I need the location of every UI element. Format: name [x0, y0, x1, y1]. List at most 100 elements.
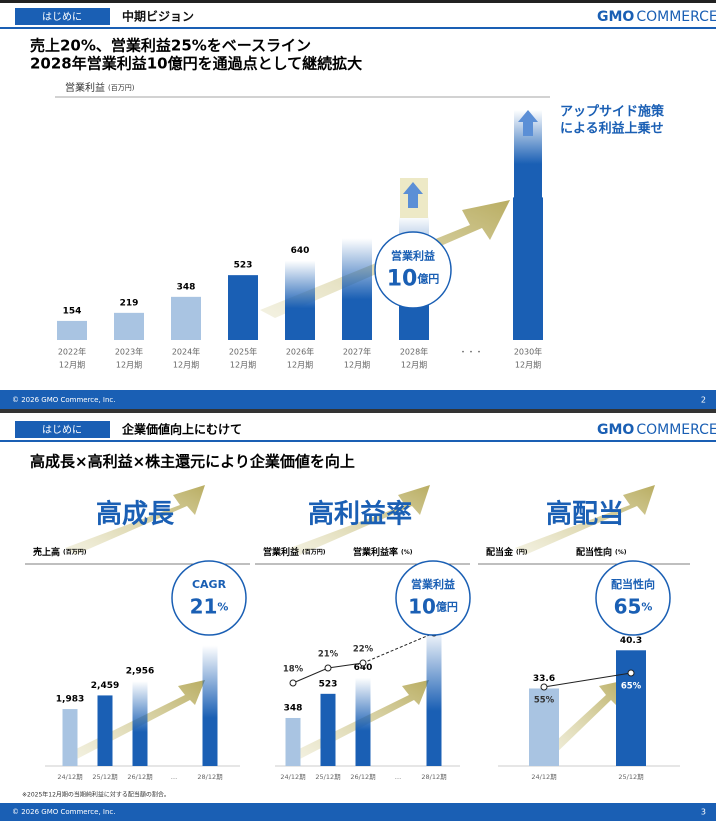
bar: [529, 688, 559, 766]
x-label: 28/12期: [197, 773, 223, 781]
bar: [62, 709, 78, 766]
bar: [342, 238, 372, 340]
x-label: 12月期: [173, 361, 199, 370]
panel-label: 配当金 (円): [486, 546, 528, 558]
x-label: ・・・: [459, 348, 483, 357]
x-label: 2030年: [514, 347, 542, 357]
x-label: …: [395, 773, 402, 781]
bar: [97, 695, 113, 766]
bar-label: 348: [284, 703, 303, 713]
callout-value: 10億円: [408, 594, 458, 618]
bar: [513, 197, 543, 340]
bar-label: 2,459: [91, 681, 119, 691]
bar-label: 1,983: [56, 695, 84, 705]
slide-title: 企業価値向上にむけて: [121, 422, 242, 437]
footer: © 2026 GMO Commerce, Inc.: [12, 808, 115, 816]
bar-label: 40.3: [620, 636, 642, 646]
bar-label: 33.6: [533, 674, 555, 684]
callout-value: 21%: [190, 594, 229, 618]
x-label: 12月期: [344, 361, 370, 370]
panel-label: 配当性向 (%): [576, 546, 627, 558]
x-label: 2024年: [172, 347, 200, 357]
bar: [202, 645, 218, 766]
bar-label: 219: [120, 298, 139, 308]
panel-title: 高配当: [546, 499, 624, 530]
x-label: 12月期: [59, 361, 85, 370]
logo: GMO COMMERCE: [597, 9, 716, 25]
bar-label: 348: [177, 282, 196, 292]
x-label: 25/12期: [618, 773, 644, 781]
page-number: 2: [701, 396, 706, 405]
line-label: 65%: [621, 682, 642, 692]
heading: 2028年営業利益10億円を通過点として継続拡大: [30, 55, 362, 73]
x-label: 24/12期: [280, 773, 306, 781]
bar: [114, 312, 144, 340]
bar-label: 523: [319, 679, 338, 689]
panel-label: 営業利益率 (%): [353, 546, 413, 558]
callout-text: 配当性向: [611, 577, 655, 591]
x-label: 2027年: [343, 347, 371, 357]
callout-text: 営業利益: [411, 577, 455, 591]
bar: [57, 320, 87, 340]
line: [543, 672, 632, 688]
callout: [171, 560, 247, 636]
line-label: 22%: [353, 645, 374, 655]
bar-label: 523: [234, 261, 253, 271]
footer: © 2026 GMO Commerce, Inc.: [12, 396, 115, 404]
line-point: [627, 669, 635, 677]
line-projection: [362, 632, 435, 664]
x-label: 26/12期: [127, 773, 153, 781]
x-label: 26/12期: [350, 773, 376, 781]
x-label: 25/12期: [92, 773, 118, 781]
note: ※2025年12月期の当期純利益に対する配当額の割合。: [22, 791, 170, 799]
panel-title: 高利益率: [308, 499, 412, 530]
x-label: 2028年: [400, 347, 428, 357]
line-label: 55%: [534, 696, 555, 706]
tag: はじめに: [42, 11, 82, 23]
callout-text: CAGR: [192, 578, 227, 591]
bar-label: 2,956: [126, 667, 154, 677]
line-point: [359, 659, 367, 667]
bar: [285, 260, 315, 340]
line-point: [540, 683, 548, 691]
x-label: 25/12期: [315, 773, 341, 781]
bar-label: 154: [63, 306, 82, 316]
callout-value: 10億円: [387, 267, 440, 292]
x-label: 2026年: [286, 347, 314, 357]
slide: はじめに 企業価値向上にむけて GMO COMMERCE 高成長×高利益×株主還元…: [0, 421, 716, 821]
page-number: 3: [701, 808, 706, 817]
bar: [132, 681, 148, 766]
chart-label: 営業利益 (百万円): [65, 81, 135, 94]
x-label: 12月期: [401, 361, 427, 370]
line-label: 18%: [283, 665, 304, 675]
line-point: [289, 679, 297, 687]
x-label: 12月期: [515, 361, 541, 370]
callout-value: 65%: [614, 594, 653, 618]
slide-title: 中期ビジョン: [122, 9, 194, 24]
callout: [395, 560, 471, 636]
x-label: 12月期: [287, 361, 313, 370]
bar: [320, 693, 336, 766]
slide: はじめに 中期ビジョン GMO COMMERCE 売上20%、営業利益25%をベー…: [0, 0, 716, 409]
panel-label: 売上高 (百万円): [33, 546, 87, 558]
heading: 売上20%、営業利益25%をベースライン: [30, 37, 311, 55]
x-label: 2023年: [115, 347, 143, 357]
x-label: 12月期: [116, 361, 142, 370]
bar-label: 640: [354, 663, 373, 673]
panel-label: 営業利益 (百万円): [263, 546, 326, 558]
line-point: [324, 664, 332, 672]
bar: [285, 717, 301, 766]
x-label: …: [171, 773, 178, 781]
panel-title: 高成長: [96, 499, 175, 530]
bar: [426, 628, 442, 766]
callout: [374, 231, 452, 309]
line-label: 21%: [318, 650, 339, 660]
x-label: 12月期: [230, 361, 256, 370]
x-label: 24/12期: [531, 773, 557, 781]
callout-text: 営業利益: [391, 249, 435, 263]
logo: GMO COMMERCE: [597, 422, 716, 438]
bar-label: 640: [291, 246, 310, 256]
bar: [228, 275, 258, 340]
